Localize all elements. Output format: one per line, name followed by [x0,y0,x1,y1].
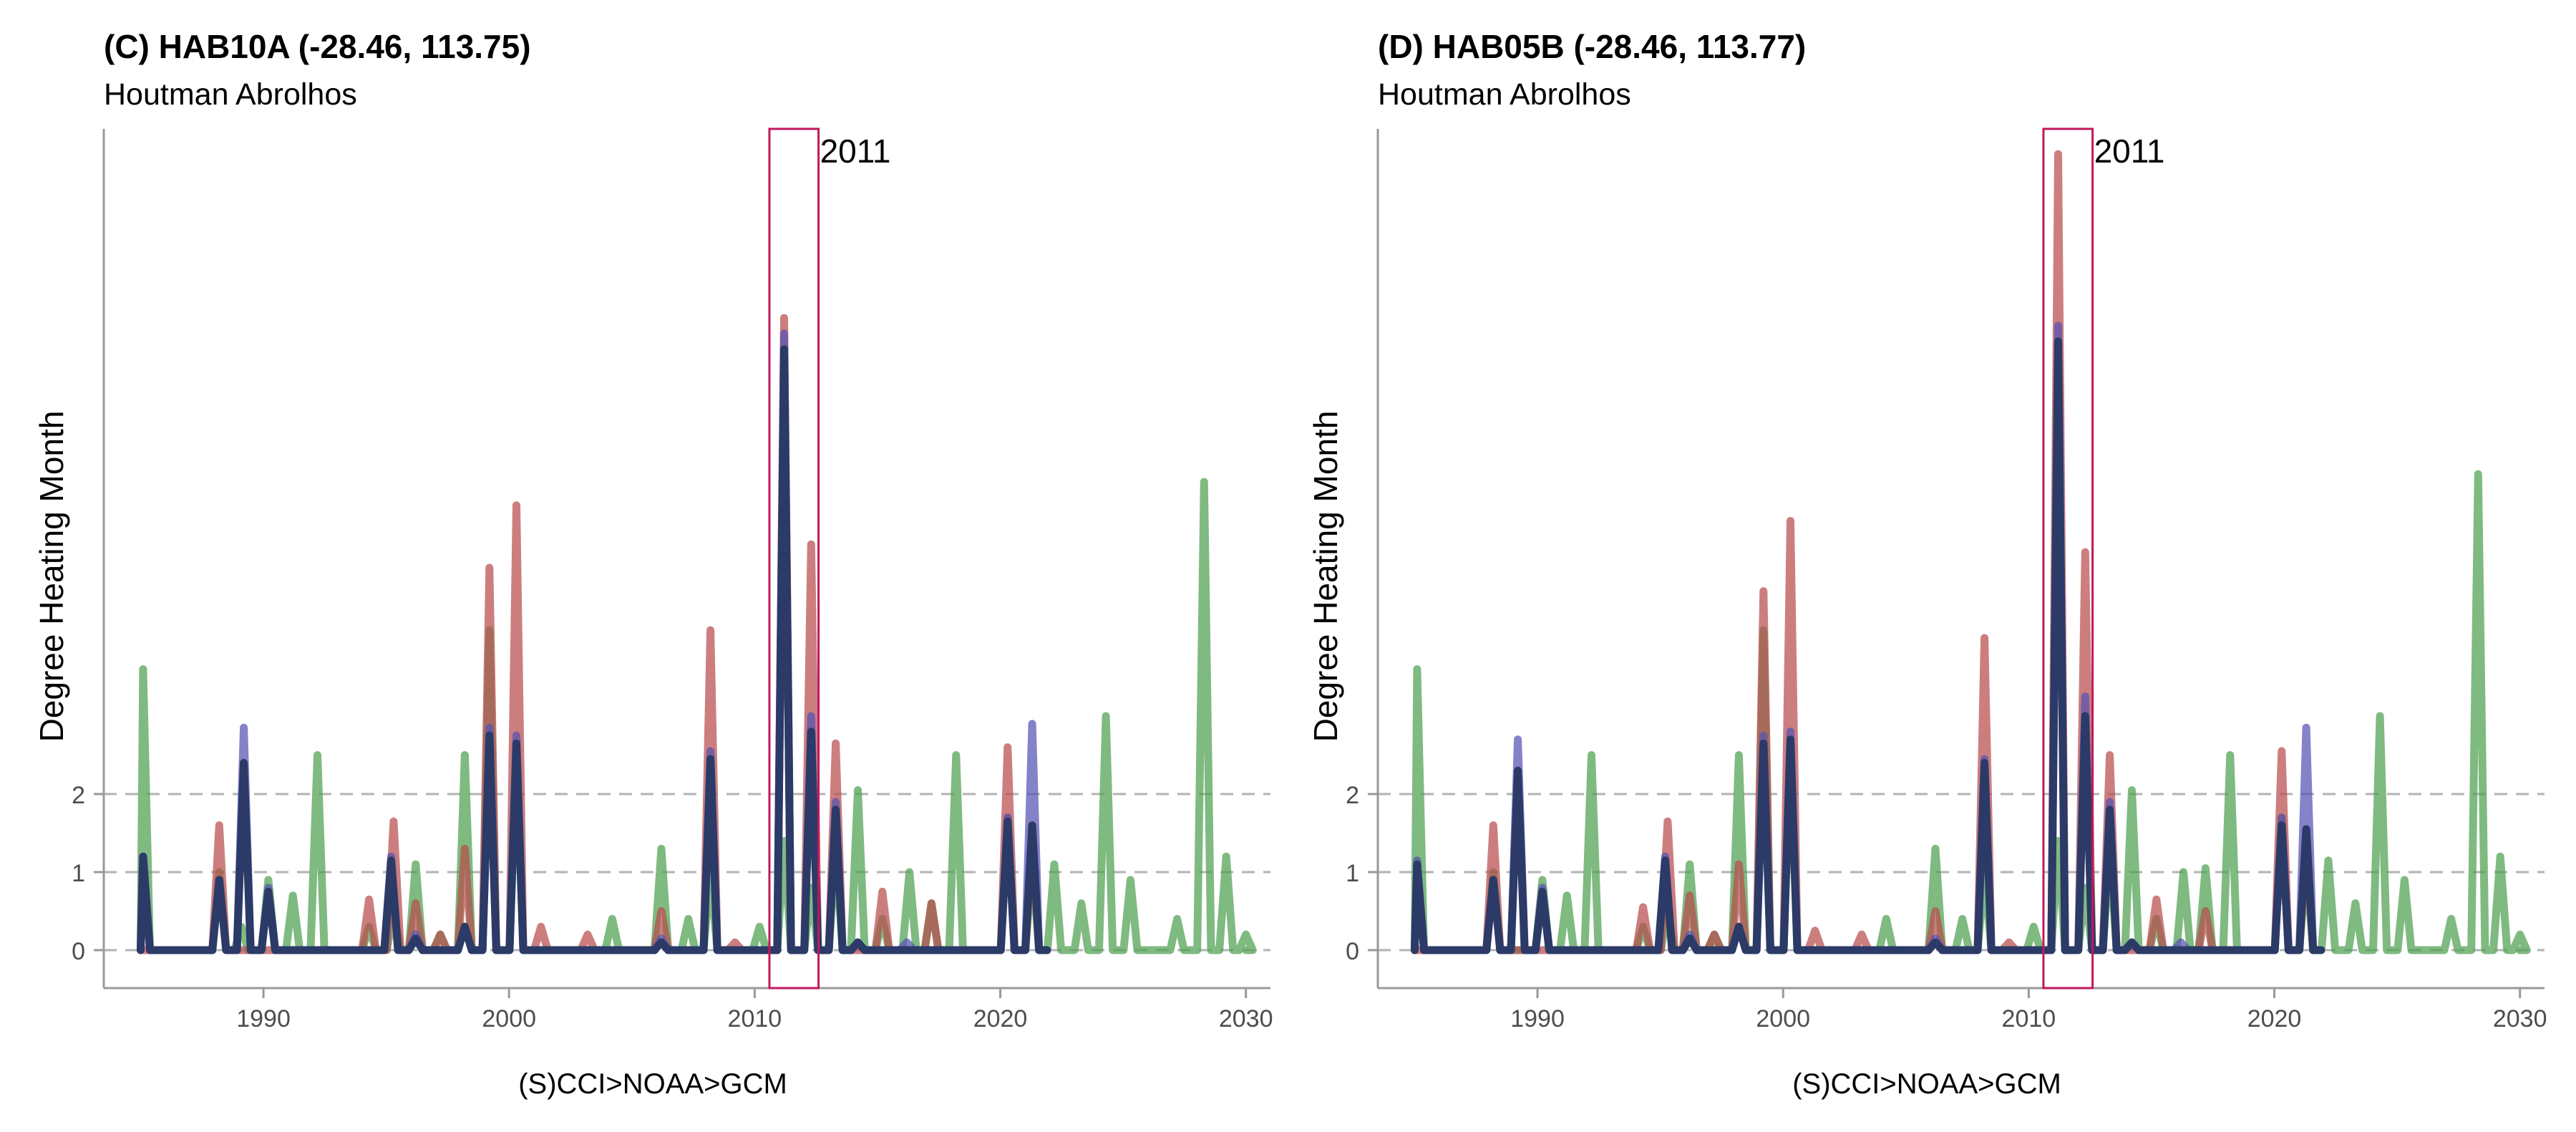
series-line [1411,470,2531,954]
x-tick-label: 2020 [2247,1005,2302,1032]
plot-area: 0 1 2 1990 2000 2010 2020 2030 2011 [1346,127,2547,1032]
chart-panel-d: (D) HAB05B (-28.46, 113.77) Houtman Abro… [1274,0,2548,1132]
chart-title: (C) HAB10A (-28.46, 113.75) [104,28,531,65]
series-line [1411,321,2325,954]
x-axis-label: (S)CCI>NOAA>GCM [518,1068,787,1100]
y-tick-label: 2 [1346,782,1359,809]
series-line [137,329,1051,954]
chart-title: (D) HAB05B (-28.46, 113.77) [1378,28,1807,65]
x-tick-label: 1990 [1510,1005,1565,1032]
x-tick-label: 2000 [482,1005,536,1032]
y-tick-label: 0 [1346,938,1359,965]
x-tick-label: 2010 [2002,1005,2056,1032]
chart-subtitle: Houtman Abrolhos [1378,77,1631,112]
highlight-box [768,127,820,990]
plot-area: 0 1 2 1990 2000 2010 2020 2030 2011 [72,127,1273,1032]
series-line [1411,150,2325,954]
highlight-box [2042,127,2094,990]
x-tick-label: 2000 [1756,1005,1810,1032]
highlight-label: 2011 [820,132,891,170]
y-tick-label: 2 [72,782,85,809]
chart-panel-c: (C) HAB10A (-28.46, 113.75) Houtman Abro… [0,0,1274,1132]
y-tick-label: 1 [1346,860,1359,887]
x-axis-label: (S)CCI>NOAA>GCM [1792,1068,2061,1100]
y-tick-label: 1 [72,860,85,887]
y-tick-label: 0 [72,938,85,965]
series-line [137,345,1051,954]
series-line [137,314,1051,954]
x-tick-label: 2030 [2493,1005,2547,1032]
x-tick-label: 1990 [236,1005,291,1032]
series-line [1411,337,2325,954]
chart-subtitle: Houtman Abrolhos [104,77,357,112]
x-tick-label: 2030 [1219,1005,1273,1032]
x-tick-label: 2010 [728,1005,782,1032]
x-tick-label: 2020 [973,1005,1028,1032]
series-line [137,478,1257,954]
highlight-label: 2011 [2094,132,2165,170]
